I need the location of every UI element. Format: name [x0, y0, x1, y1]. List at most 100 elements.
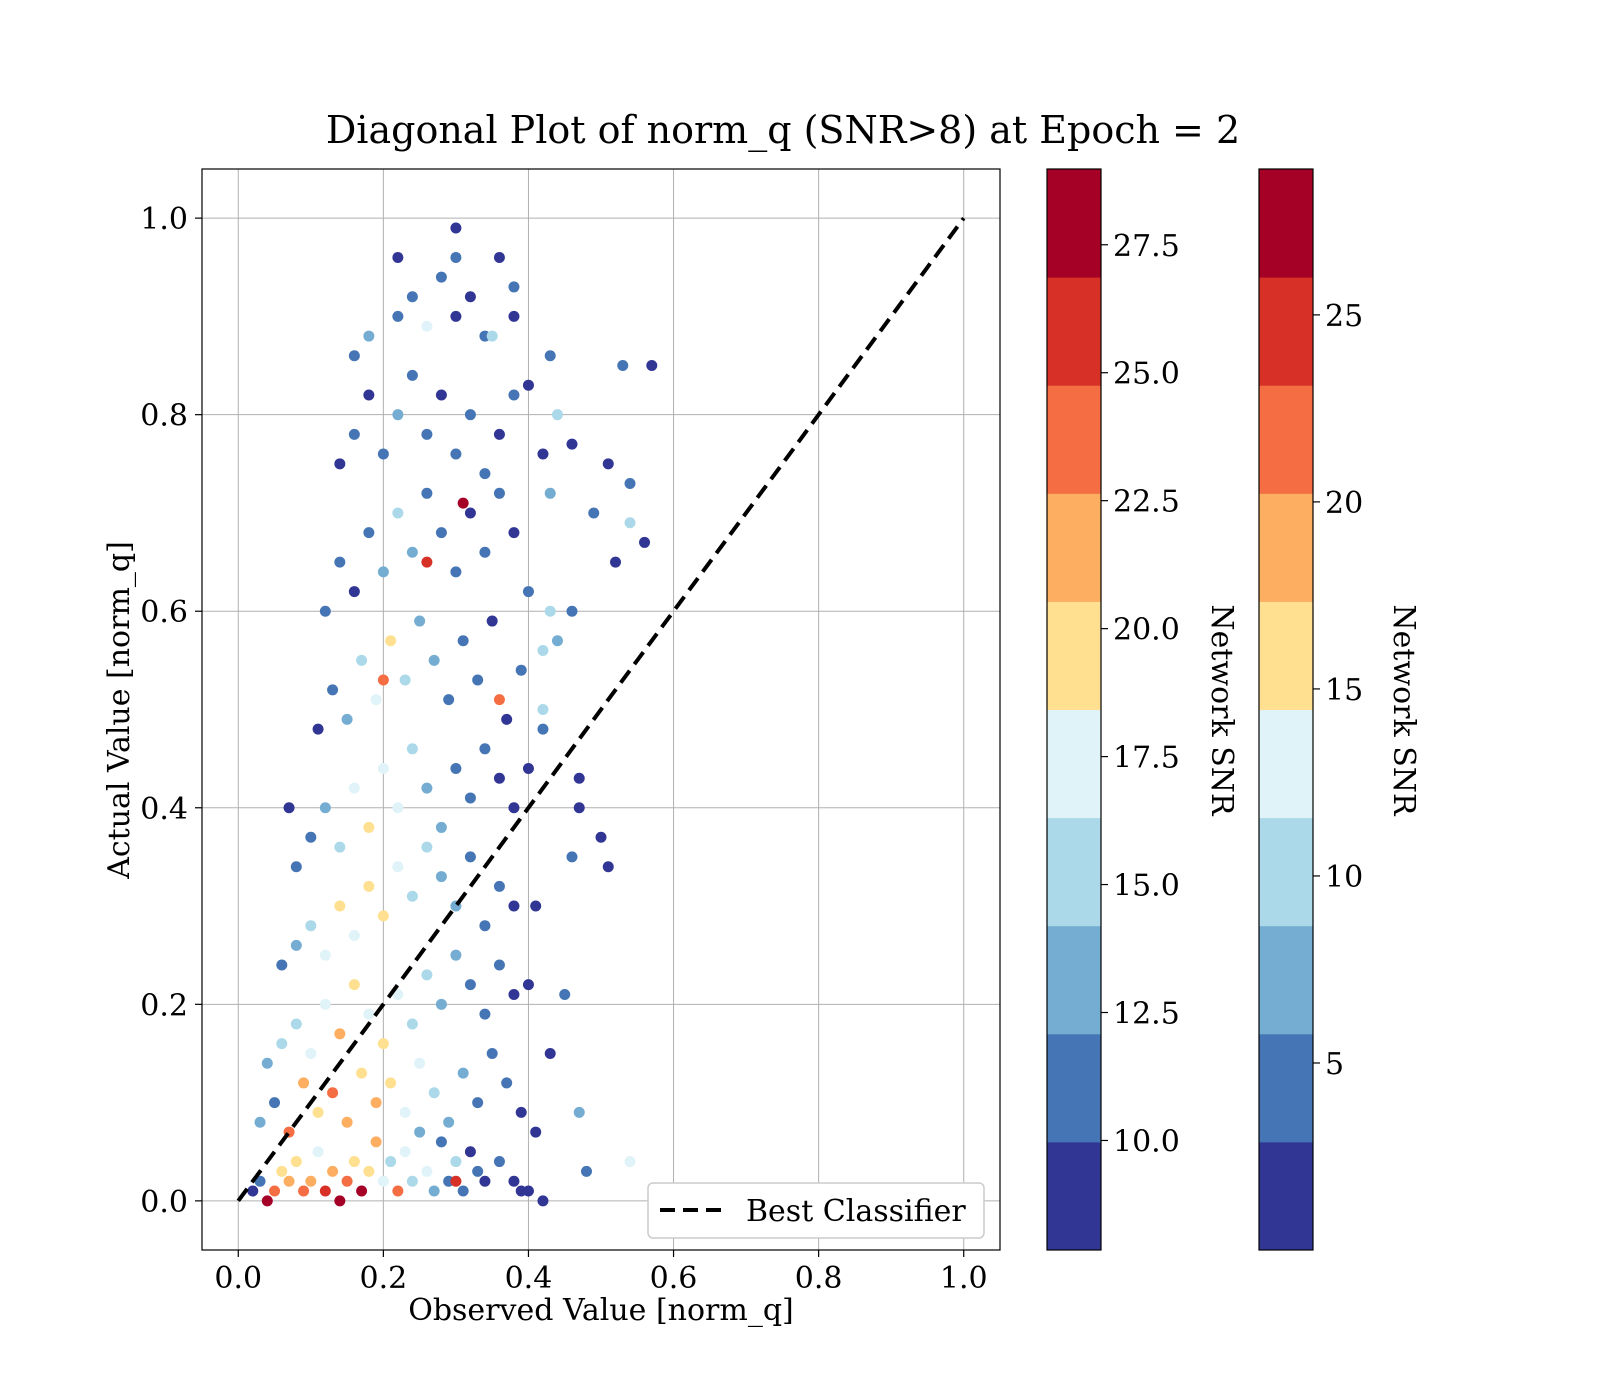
- scatter-point: [327, 1165, 339, 1177]
- colorbar-segment: [1047, 817, 1101, 927]
- scatter-point: [363, 330, 375, 342]
- scatter-point: [298, 1185, 310, 1197]
- colorbar-segment: [1259, 925, 1313, 1035]
- scatter-point: [406, 1018, 418, 1030]
- scatter-point: [421, 1165, 433, 1177]
- scatter-point: [457, 1185, 469, 1197]
- scatter-point: [602, 458, 614, 470]
- scatter-point: [464, 1146, 476, 1158]
- colorbar-frame: [1258, 168, 1314, 1251]
- scatter-point: [363, 1165, 375, 1177]
- scatter-point: [348, 1156, 360, 1168]
- scatter-point: [435, 1136, 447, 1148]
- scatter-point: [414, 1057, 426, 1069]
- scatter-point: [530, 1126, 542, 1138]
- scatter-point: [450, 222, 462, 234]
- x-tick-label: 0.0: [214, 1261, 262, 1296]
- scatter-point: [544, 487, 556, 499]
- legend: Best Classifier: [647, 1182, 985, 1239]
- scatter-point: [493, 1156, 505, 1168]
- scatter-point: [580, 1165, 592, 1177]
- scatter-point: [363, 880, 375, 892]
- colorbar-left-label: Network SNR: [1204, 604, 1239, 817]
- scatter-point: [377, 1038, 389, 1050]
- scatter-point: [341, 1116, 353, 1128]
- scatter-point: [450, 566, 462, 578]
- scatter-point: [399, 674, 411, 686]
- scatter-point: [406, 1175, 418, 1187]
- scatter-point: [305, 1047, 317, 1059]
- scatter-point: [493, 487, 505, 499]
- scatter-point: [450, 1175, 462, 1187]
- scatter-point: [421, 320, 433, 332]
- scatter-point: [493, 694, 505, 706]
- scatter-point: [493, 772, 505, 784]
- scatter-point: [356, 1067, 368, 1079]
- scatter-point: [486, 330, 498, 342]
- scatter-point: [290, 1018, 302, 1030]
- y-tick-label: 0.6: [140, 595, 188, 630]
- scatter-point: [544, 1047, 556, 1059]
- x-axis-label: Observed Value [norm_q]: [408, 1293, 794, 1328]
- colorbar-tick-label: 27.5: [1113, 229, 1180, 264]
- best-classifier-line: [236, 216, 966, 1203]
- scatter-point: [334, 1028, 346, 1040]
- scatter-point: [479, 546, 491, 558]
- scatter-point: [348, 428, 360, 440]
- scatter-point: [341, 713, 353, 725]
- scatter-point: [312, 723, 324, 735]
- scatter-point: [479, 743, 491, 755]
- scatter-point: [493, 959, 505, 971]
- scatter-point: [515, 664, 527, 676]
- scatter-point: [566, 851, 578, 863]
- scatter-point: [399, 1146, 411, 1158]
- colorbar-segment: [1047, 493, 1101, 602]
- scatter-point: [334, 841, 346, 853]
- scatter-point: [421, 556, 433, 568]
- colorbar-right: 5 10 15 20 25: [1258, 168, 1363, 1251]
- scatter-point: [464, 979, 476, 991]
- scatter-point: [334, 458, 346, 470]
- scatter-point: [493, 880, 505, 892]
- scatter-point: [319, 605, 331, 617]
- scatter-point: [392, 409, 404, 421]
- scatter-point: [414, 615, 426, 627]
- scatter-point: [421, 969, 433, 981]
- scatter-point: [522, 979, 534, 991]
- colorbar-tick-label: 25: [1325, 299, 1363, 334]
- scatter-point: [348, 586, 360, 598]
- scatter-point: [457, 635, 469, 647]
- scatter-point: [370, 1097, 382, 1109]
- scatter-point: [385, 1156, 397, 1168]
- scatter-point: [639, 536, 651, 548]
- colorbar-segment: [1047, 601, 1101, 710]
- colorbar-segment: [1259, 385, 1313, 494]
- colorbar-tick-label: 10.0: [1113, 1124, 1180, 1159]
- scatter-point: [283, 802, 295, 814]
- colorbar-segment: [1259, 601, 1313, 710]
- scatter-point: [392, 507, 404, 519]
- scatter-point: [421, 487, 433, 499]
- colorbar-tick-label: 10: [1325, 860, 1363, 895]
- scatter-point: [464, 409, 476, 421]
- scatter-point: [464, 792, 476, 804]
- grid-lines: [202, 169, 1000, 1250]
- colorbar-frame: [1046, 168, 1102, 1251]
- x-tick-label: 1.0: [940, 1261, 988, 1296]
- colorbar-segment: [1259, 817, 1313, 927]
- scatter-point: [348, 350, 360, 362]
- scatter-point: [537, 448, 549, 460]
- scatter-point: [428, 654, 440, 666]
- y-tick-label: 0.4: [140, 792, 188, 827]
- colorbar-tick-label: 20.0: [1113, 613, 1180, 648]
- scatter-point: [522, 762, 534, 774]
- scatter-point: [450, 949, 462, 961]
- scatter-point: [537, 704, 549, 715]
- scatter-point: [602, 861, 614, 873]
- scatter-point: [537, 723, 549, 735]
- scatter-point: [595, 831, 607, 843]
- scatter-point: [617, 360, 629, 372]
- scatter-point: [348, 930, 360, 942]
- scatter-point: [305, 831, 317, 843]
- colorbar-tick-label: 15.0: [1113, 869, 1180, 904]
